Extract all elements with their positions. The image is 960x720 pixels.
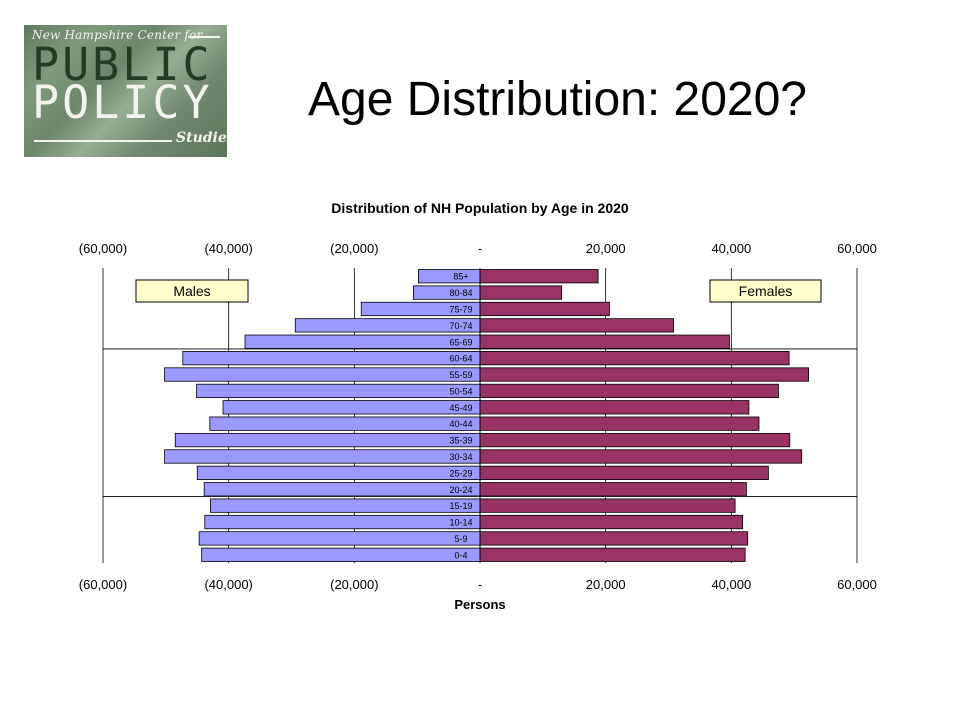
bar-females-45-49	[479, 400, 750, 415]
category-label-5-9: 5-9	[454, 534, 467, 544]
category-label-box	[449, 369, 480, 381]
bar-males-45-49	[222, 400, 481, 415]
bar-females-55-59	[479, 367, 810, 382]
x-tick-label-bottom: (20,000)	[330, 577, 378, 592]
bar-females-80-84	[479, 285, 563, 300]
category-label-box	[449, 532, 480, 544]
slide-title: Age Distribution: 2020?	[308, 73, 807, 126]
x-tick-label-top: 60,000	[837, 241, 877, 256]
logo: New Hampshire Center for PUBLIC POLICY S…	[24, 25, 227, 157]
logo-rule-top	[188, 36, 220, 38]
x-tick-label-top: (20,000)	[330, 241, 378, 256]
category-label-box	[449, 450, 480, 462]
bar-males-65-69	[244, 334, 481, 349]
logo-line-2: POLICY	[32, 76, 213, 129]
bar-females-5-9	[479, 531, 749, 546]
x-tick-label-top: (60,000)	[79, 241, 127, 256]
category-label-65-69: 65-69	[449, 337, 472, 347]
category-label-box	[449, 500, 480, 512]
bar-males-50-54	[196, 383, 481, 399]
bar-females-10-14	[479, 514, 744, 530]
category-label-55-59: 55-59	[449, 370, 472, 380]
x-tick-label-top: (40,000)	[204, 241, 252, 256]
females-annotation: Females	[739, 283, 793, 299]
category-label-75-79: 75-79	[449, 304, 472, 314]
category-label-30-34: 30-34	[449, 452, 472, 462]
category-label-box	[449, 401, 480, 413]
category-label-box	[449, 319, 480, 331]
bar-females-35-39	[479, 432, 791, 448]
x-tick-label-bottom: (40,000)	[204, 577, 252, 592]
bar-females-0-4	[479, 547, 746, 562]
bar-females-15-19	[479, 498, 736, 513]
bar-males-10-14	[204, 514, 481, 530]
bar-males-5-9	[198, 531, 481, 546]
x-tick-label-top: 40,000	[711, 241, 751, 256]
category-label-box	[449, 270, 480, 282]
bar-females-60-64	[479, 351, 790, 366]
category-label-40-44: 40-44	[449, 419, 472, 429]
category-label-70-74: 70-74	[449, 321, 472, 331]
bar-females-75-79	[479, 301, 610, 317]
bar-females-30-34	[479, 449, 803, 464]
bar-males-60-64	[182, 351, 481, 366]
logo-line-1: PUBLIC	[32, 38, 213, 91]
bar-females-70-74	[479, 318, 674, 333]
bar-females-85+	[479, 269, 599, 284]
category-label-35-39: 35-39	[449, 436, 472, 446]
category-label-box	[449, 549, 480, 561]
bar-males-15-19	[210, 498, 481, 513]
x-tick-label-bottom: -	[478, 577, 482, 592]
category-label-box	[449, 287, 480, 299]
bar-males-40-44	[209, 416, 481, 431]
bar-females-40-44	[479, 416, 760, 431]
x-tick-label-bottom: (60,000)	[79, 577, 127, 592]
x-axis-label: Persons	[454, 597, 505, 612]
category-label-25-29: 25-29	[449, 468, 472, 478]
females-annotation-box	[709, 279, 822, 303]
category-label-10-14: 10-14	[449, 518, 472, 528]
category-label-box	[449, 483, 480, 495]
logo-rule-bottom	[34, 140, 172, 142]
bar-females-25-29	[479, 465, 769, 480]
category-label-box	[449, 352, 480, 364]
category-label-box	[449, 434, 480, 446]
bar-females-65-69	[479, 334, 730, 349]
category-label-box	[449, 418, 480, 430]
category-label-60-64: 60-64	[449, 354, 472, 364]
category-label-50-54: 50-54	[449, 386, 472, 396]
category-label-85+: 85+	[453, 272, 468, 282]
logo-top-text: New Hampshire Center for	[32, 28, 203, 42]
x-tick-label-top: -	[478, 241, 482, 256]
category-label-0-4: 0-4	[454, 550, 467, 560]
bar-males-55-59	[164, 367, 481, 382]
category-label-20-24: 20-24	[449, 485, 472, 495]
category-label-45-49: 45-49	[449, 403, 472, 413]
logo-bottom-text: Studies	[176, 130, 227, 146]
category-label-box	[449, 336, 480, 348]
x-tick-label-bottom: 20,000	[586, 577, 626, 592]
bar-males-35-39	[174, 432, 481, 448]
x-tick-label-bottom: 60,000	[837, 577, 877, 592]
bar-females-20-24	[479, 482, 747, 497]
x-tick-label-bottom: 40,000	[711, 577, 751, 592]
males-annotation-box	[135, 279, 249, 303]
category-label-box	[449, 385, 480, 397]
category-label-box	[449, 467, 480, 479]
category-label-box	[449, 303, 480, 315]
bar-males-30-34	[164, 449, 481, 464]
bar-females-50-54	[479, 383, 779, 399]
bar-males-25-29	[196, 465, 481, 480]
category-label-80-84: 80-84	[449, 288, 472, 298]
bar-males-0-4	[201, 547, 481, 562]
chart-title: Distribution of NH Population by Age in …	[331, 200, 629, 216]
bar-males-20-24	[203, 482, 481, 497]
males-annotation: Males	[173, 283, 210, 299]
x-tick-label-top: 20,000	[586, 241, 626, 256]
category-label-15-19: 15-19	[449, 501, 472, 511]
category-label-box	[449, 516, 480, 528]
